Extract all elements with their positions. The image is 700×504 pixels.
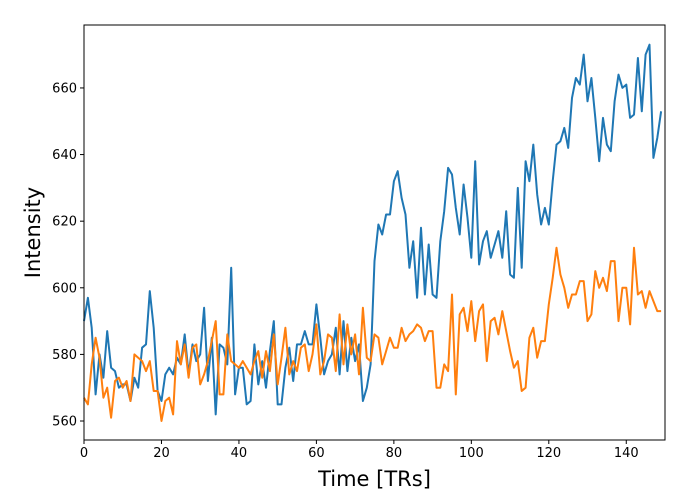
- series-line-1: [83, 246, 662, 422]
- series-layer: [83, 43, 663, 422]
- y-axis-label: Intensity: [21, 187, 45, 278]
- x-axis: 0 20 40 60 80 100 120 140: [80, 440, 639, 461]
- y-tick-label: 640: [52, 148, 77, 163]
- y-axis: 560 580 600 620 640 660: [52, 81, 84, 430]
- x-tick-label: 40: [231, 446, 248, 461]
- x-tick-label: 120: [536, 446, 561, 461]
- x-tick-label: 0: [80, 446, 88, 461]
- x-tick-label: 60: [308, 446, 325, 461]
- x-tick-label: 140: [614, 446, 639, 461]
- x-tick-label: 20: [153, 446, 170, 461]
- y-tick-label: 580: [52, 348, 77, 363]
- y-tick-label: 660: [52, 81, 77, 96]
- series-line-0: [83, 43, 663, 416]
- y-tick-label: 560: [52, 415, 77, 430]
- x-tick-label: 80: [386, 446, 403, 461]
- x-tick-label: 100: [459, 446, 484, 461]
- y-tick-label: 600: [52, 281, 77, 296]
- axes-frame: [83, 24, 666, 441]
- y-tick-label: 620: [52, 215, 77, 230]
- x-axis-label: Time [TRs]: [317, 467, 431, 491]
